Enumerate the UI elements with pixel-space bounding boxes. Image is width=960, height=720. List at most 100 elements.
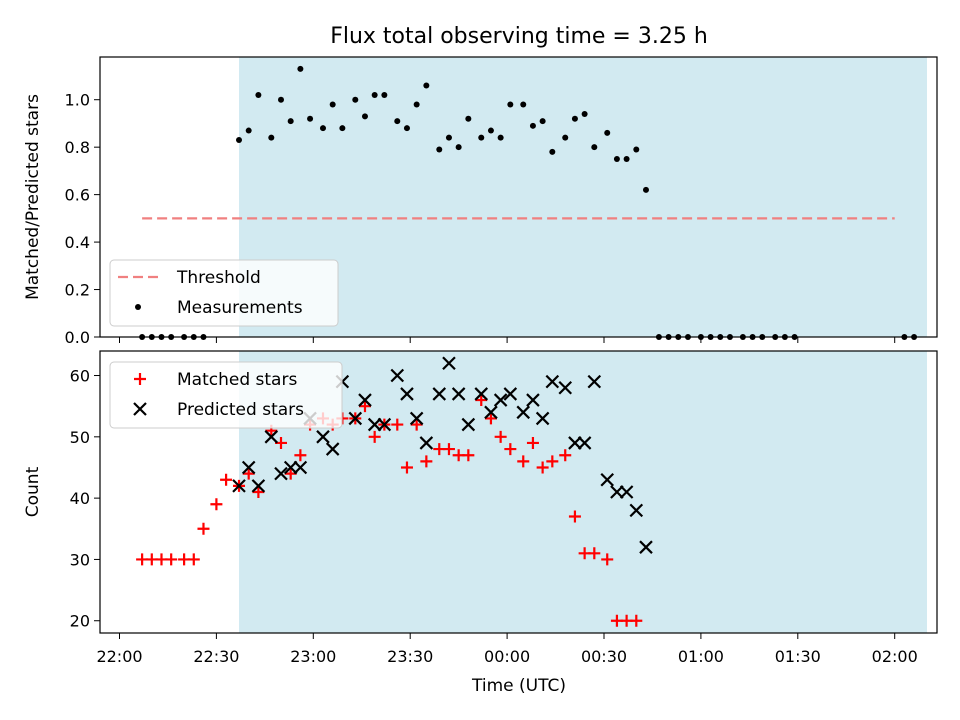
predicted-stars-point (600, 472, 615, 487)
measurement-point (352, 96, 359, 103)
measurement-point (549, 148, 556, 155)
predicted-stars-point (639, 540, 653, 554)
y-tick-label: 60 (70, 367, 90, 386)
measurement-point (478, 134, 485, 141)
matched-stars-point (536, 461, 549, 474)
measurement-point (361, 113, 368, 120)
predicted-stars-point (545, 374, 560, 389)
shaded-observing-span (239, 351, 927, 633)
measurement-point (255, 91, 262, 98)
figure-title: Flux total observing time = 3.25 h (330, 24, 708, 49)
matched-stars-point (420, 455, 433, 468)
predicted-stars-point (577, 436, 592, 450)
predicted-stars-point (390, 368, 405, 383)
y-tick-label: 40 (70, 489, 90, 508)
predicted-stars-point (516, 405, 531, 420)
predicted-stars-point (558, 381, 573, 395)
y-tick-label: 0.2 (65, 281, 90, 300)
top-panel-ratio: 0.0 0.2 0.4 0.6 0.8 1.0 Matched/Predicted star… (23, 56, 938, 347)
predicted-stars-point (367, 417, 382, 432)
x-axis-label: Time (UTC) (471, 676, 566, 696)
y-tick-label: 30 (70, 550, 90, 569)
matched-stars-point (197, 522, 210, 535)
legend-label: Threshold (176, 268, 261, 288)
measurement-point (287, 118, 294, 125)
matched-stars-point (294, 449, 307, 462)
matched-stars-point (242, 467, 255, 480)
shaded-observing-span (239, 57, 927, 337)
predicted-stars-point (526, 393, 540, 407)
matched-stars-point (368, 430, 381, 443)
y-tick-label: 0.6 (65, 186, 90, 205)
y-tick-label: 50 (70, 428, 90, 447)
matched-stars-point (252, 486, 265, 498)
matched-stars-point (494, 430, 507, 443)
measurement-point (591, 144, 598, 151)
matched-stars-point (588, 547, 601, 560)
matched-stars-point (546, 455, 559, 468)
measurement-point (268, 134, 275, 141)
measurement-point (571, 115, 578, 122)
matched-stars-point (187, 553, 200, 566)
measurement-point (436, 146, 443, 153)
x-tick-label: 00:00 (484, 647, 530, 666)
measurement-point (633, 146, 640, 153)
plot-frame (99, 350, 938, 634)
measurement-point (465, 115, 472, 122)
predicted-stars-point (484, 405, 498, 420)
x-tick-label: 23:00 (290, 647, 336, 666)
predicted-stars-point (493, 393, 508, 407)
predicted-stars-point (358, 393, 372, 407)
measurement-point (445, 134, 452, 141)
legend-label: Measurements (177, 298, 303, 318)
measurement-point (497, 134, 504, 141)
x-tick-label: 22:00 (96, 647, 142, 666)
measurement-point (642, 186, 649, 193)
matched-stars-point (484, 412, 497, 425)
predicted-stars-point (629, 503, 644, 518)
matched-stars-point (400, 461, 413, 474)
x-tick-label: 02:00 (872, 647, 918, 666)
matched-stars-point (568, 510, 581, 523)
predicted-stars-point (283, 460, 298, 475)
x-tick-label: 00:30 (581, 647, 627, 666)
bottom-panel-counts: 20 30 40 50 60 Count 22:00 22:30 23:00 23:30 00:00… (23, 350, 938, 666)
legend-box (109, 361, 343, 429)
predicted-stars-point (232, 479, 246, 493)
predicted-stars-point (432, 387, 447, 401)
predicted-stars-point (568, 436, 582, 450)
matched-stars-point (210, 498, 223, 511)
measurement-point (245, 127, 252, 134)
x-tick-label: 23:30 (387, 647, 433, 666)
measurement-point (403, 125, 410, 132)
y-tick-label: 1.0 (65, 91, 90, 110)
measurement-point (507, 101, 514, 108)
measurement-point (581, 110, 588, 117)
legend-measurement-swatch (135, 304, 141, 310)
measurement-point (604, 129, 611, 136)
x-tick-label: 22:30 (193, 647, 239, 666)
measurement-point (562, 134, 569, 141)
legend-label: Matched stars (177, 370, 297, 390)
measurement-point (236, 137, 243, 144)
y-tick-label: 0.0 (65, 328, 90, 347)
legend-label: Predicted stars (177, 400, 304, 420)
matched-stars-point (391, 418, 404, 431)
x-tick-label: 01:00 (678, 647, 724, 666)
predicted-stars-point (316, 430, 330, 444)
x-tick-label: 01:30 (775, 647, 821, 666)
predicted-stars-point (325, 442, 340, 456)
measurement-point (319, 125, 326, 132)
matched-stars-point (358, 400, 371, 413)
measurement-point (339, 125, 346, 132)
predicted-stars-point (535, 411, 550, 426)
matched-stars-point (442, 443, 455, 456)
predicted-stars-point (503, 387, 518, 401)
matched-stars-point (410, 418, 423, 431)
predicted-stars-point (610, 485, 624, 499)
measurement-point (394, 118, 401, 125)
matched-stars-point (526, 436, 539, 449)
predicted-stars-point (587, 374, 602, 389)
measurement-point (381, 91, 388, 98)
